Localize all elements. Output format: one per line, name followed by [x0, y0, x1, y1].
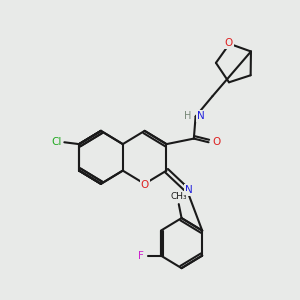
Text: N: N: [185, 185, 193, 195]
Text: O: O: [212, 137, 220, 147]
Text: N: N: [197, 111, 205, 121]
Text: H: H: [184, 111, 192, 121]
Text: CH₃: CH₃: [170, 191, 187, 200]
Text: O: O: [140, 180, 149, 190]
Text: Cl: Cl: [51, 137, 62, 147]
Text: O: O: [225, 38, 233, 48]
Text: F: F: [138, 250, 144, 261]
